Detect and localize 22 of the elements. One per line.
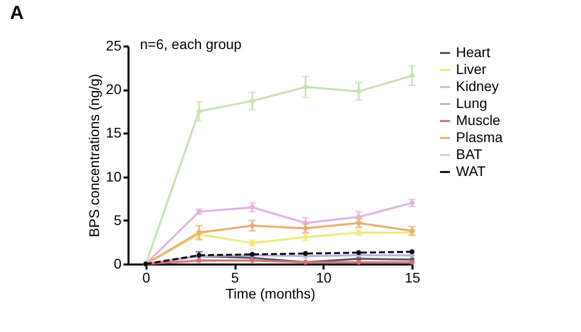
y-tick-label: 10 — [106, 168, 122, 184]
annotation: n=6, each group — [140, 36, 242, 52]
x-tick-label: 5 — [231, 270, 240, 286]
text: A — [10, 3, 24, 24]
legend-label: Heart — [456, 44, 490, 60]
y-tick-label: 20 — [106, 81, 122, 98]
legend-label: Muscle — [456, 112, 501, 128]
y-axis-title: BPS concentrations (ng/g) — [86, 74, 102, 238]
legend-label: WAT — [456, 163, 486, 179]
x-tick-label: 15 — [404, 270, 420, 286]
legend-label: Lung — [456, 95, 488, 111]
y-tick-label: 5 — [114, 212, 122, 228]
y-tick-label: 0 — [114, 256, 122, 272]
legend-label: Plasma — [456, 129, 503, 145]
x-tick-label: 0 — [142, 270, 150, 286]
y-tick-label: 25 — [106, 38, 122, 54]
y-tick-label: 15 — [106, 124, 122, 141]
legend-label: Kidney — [456, 78, 499, 94]
legend-label: BAT — [456, 146, 483, 162]
legend-label: Liver — [456, 61, 487, 77]
x-axis-title: Time (months) — [226, 286, 316, 302]
x-tick-label: 10 — [316, 270, 332, 286]
